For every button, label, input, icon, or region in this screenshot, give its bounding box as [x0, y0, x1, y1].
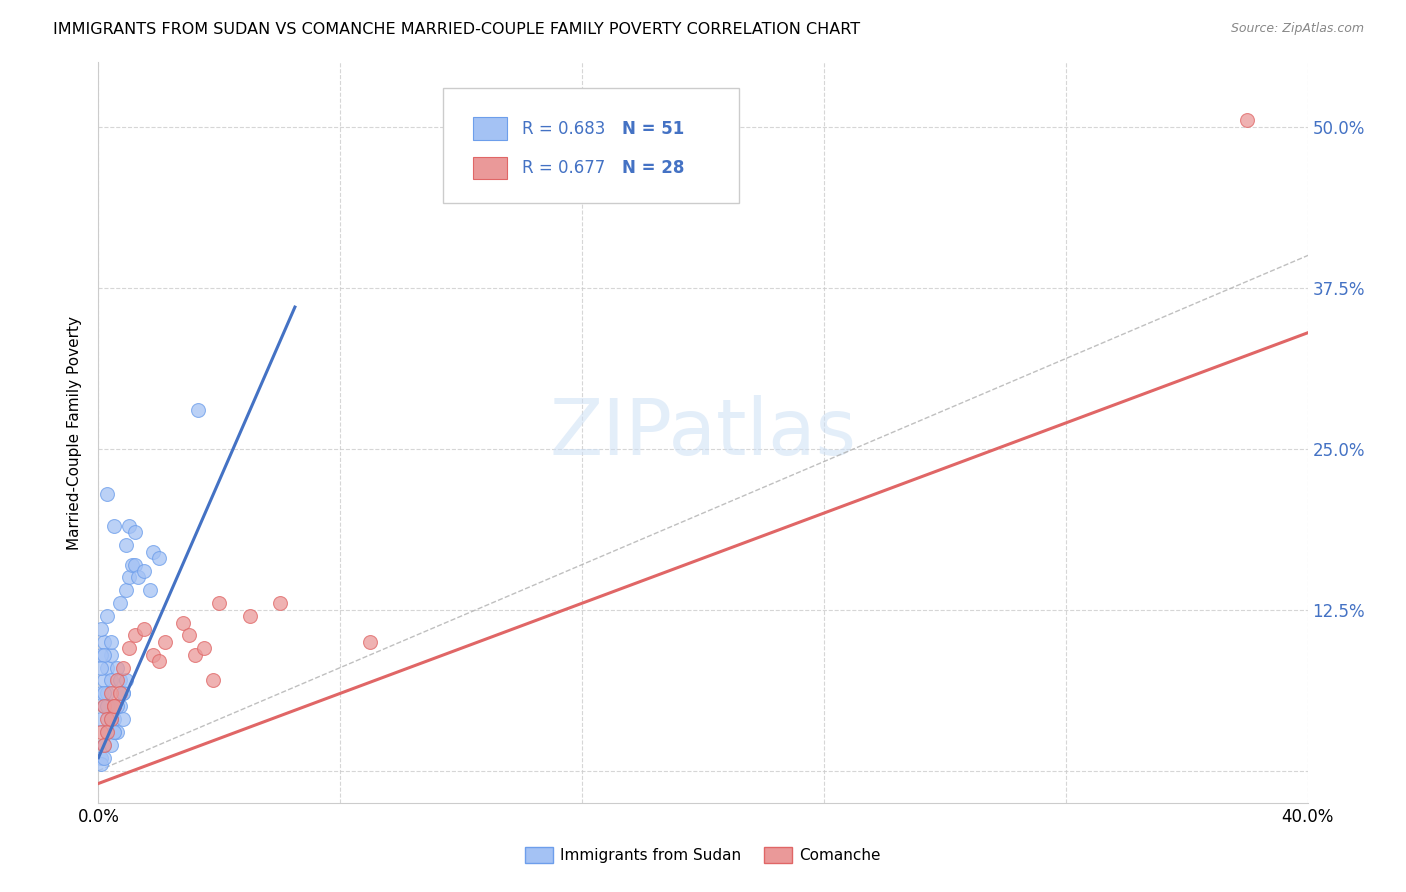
- Point: [100, 712, 122, 726]
- Point: [269, 596, 291, 610]
- Point: [118, 519, 141, 533]
- Point: [239, 609, 262, 624]
- Point: [193, 641, 215, 656]
- Point: [1236, 113, 1258, 128]
- Point: [100, 673, 122, 688]
- Point: [90, 660, 112, 674]
- Point: [90, 757, 112, 772]
- Point: [93, 648, 115, 662]
- Text: Source: ZipAtlas.com: Source: ZipAtlas.com: [1230, 22, 1364, 36]
- Point: [124, 628, 146, 642]
- Point: [103, 519, 125, 533]
- Point: [111, 686, 134, 700]
- Point: [179, 628, 201, 642]
- Point: [90, 648, 112, 662]
- FancyBboxPatch shape: [474, 118, 508, 140]
- Point: [105, 673, 128, 688]
- Point: [132, 564, 155, 578]
- Point: [108, 686, 131, 700]
- Point: [111, 660, 134, 674]
- Y-axis label: Married-Couple Family Poverty: Married-Couple Family Poverty: [67, 316, 83, 549]
- Point: [93, 738, 115, 752]
- Point: [148, 551, 170, 566]
- Point: [96, 699, 118, 714]
- Point: [90, 686, 112, 700]
- Text: R = 0.683: R = 0.683: [522, 120, 605, 138]
- Point: [139, 583, 162, 598]
- Point: [90, 622, 112, 636]
- Point: [108, 673, 131, 688]
- Point: [114, 673, 136, 688]
- Point: [100, 648, 122, 662]
- Point: [93, 635, 115, 649]
- Point: [118, 641, 141, 656]
- Point: [118, 570, 141, 584]
- Text: N = 51: N = 51: [621, 120, 685, 138]
- Point: [142, 545, 165, 559]
- Point: [96, 686, 118, 700]
- Point: [124, 558, 146, 572]
- Point: [96, 609, 118, 624]
- Point: [202, 673, 225, 688]
- Point: [108, 699, 131, 714]
- Text: R = 0.677: R = 0.677: [522, 160, 605, 178]
- Point: [100, 738, 122, 752]
- Point: [172, 615, 194, 630]
- Point: [148, 654, 170, 668]
- FancyBboxPatch shape: [443, 88, 740, 203]
- Point: [93, 699, 115, 714]
- Text: IMMIGRANTS FROM SUDAN VS COMANCHE MARRIED-COUPLE FAMILY POVERTY CORRELATION CHAR: IMMIGRANTS FROM SUDAN VS COMANCHE MARRIE…: [53, 22, 860, 37]
- Point: [103, 725, 125, 739]
- Point: [184, 648, 207, 662]
- Point: [132, 622, 155, 636]
- Point: [90, 725, 112, 739]
- Point: [111, 712, 134, 726]
- Point: [96, 725, 118, 739]
- Point: [100, 635, 122, 649]
- Point: [96, 712, 118, 726]
- Legend: Immigrants from Sudan, Comanche: Immigrants from Sudan, Comanche: [519, 841, 887, 869]
- Point: [360, 635, 382, 649]
- Point: [124, 525, 146, 540]
- Point: [93, 673, 115, 688]
- Point: [103, 725, 125, 739]
- Point: [142, 648, 165, 662]
- Point: [103, 699, 125, 714]
- Point: [105, 725, 128, 739]
- Point: [100, 686, 122, 700]
- Text: ZIPatlas: ZIPatlas: [550, 394, 856, 471]
- Point: [100, 712, 122, 726]
- Point: [108, 596, 131, 610]
- Point: [96, 725, 118, 739]
- Point: [90, 712, 112, 726]
- Point: [153, 635, 176, 649]
- Point: [208, 596, 231, 610]
- Point: [96, 660, 118, 674]
- Point: [121, 558, 143, 572]
- Point: [93, 699, 115, 714]
- Point: [103, 699, 125, 714]
- Text: N = 28: N = 28: [621, 160, 685, 178]
- Point: [127, 570, 149, 584]
- Point: [187, 403, 209, 417]
- Point: [105, 660, 128, 674]
- FancyBboxPatch shape: [474, 157, 508, 179]
- Point: [105, 699, 128, 714]
- Point: [90, 750, 112, 764]
- Point: [93, 686, 115, 700]
- Point: [114, 583, 136, 598]
- Point: [96, 487, 118, 501]
- Point: [114, 538, 136, 552]
- Point: [93, 750, 115, 764]
- Point: [103, 699, 125, 714]
- Point: [111, 686, 134, 700]
- Point: [103, 712, 125, 726]
- Point: [93, 738, 115, 752]
